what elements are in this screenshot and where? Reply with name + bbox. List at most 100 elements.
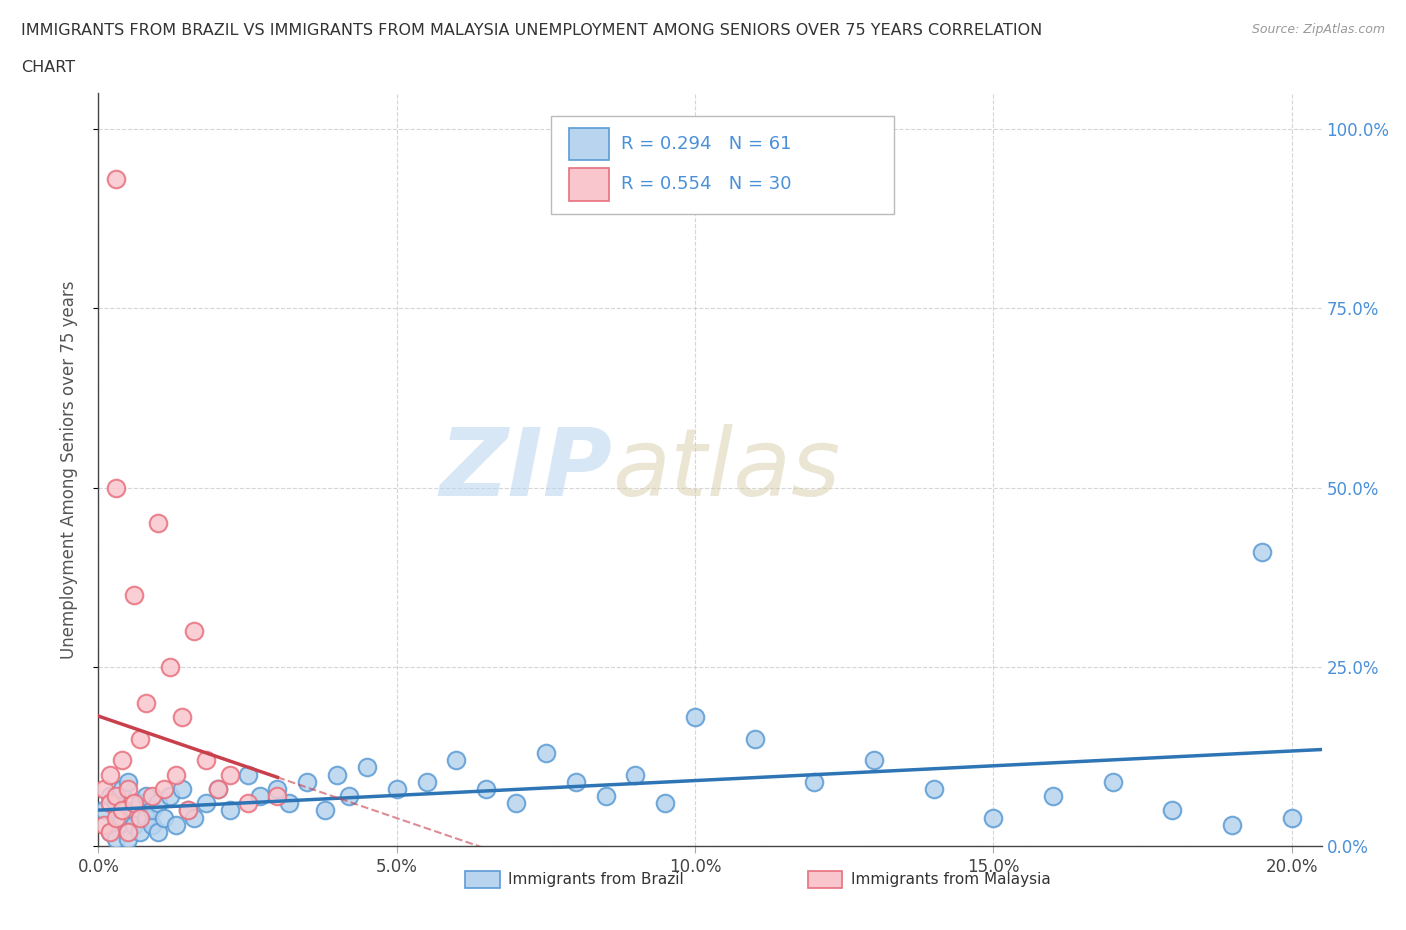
Point: [177, 803, 200, 817]
Text: Immigrants from Brazil: Immigrants from Brazil: [508, 872, 683, 887]
Point: [105, 172, 128, 187]
Point: [534, 746, 557, 761]
Point: [863, 752, 886, 767]
Point: [117, 825, 139, 840]
Point: [98, 796, 121, 811]
Point: [141, 789, 163, 804]
Point: [129, 825, 152, 840]
Point: [278, 796, 301, 811]
Point: [159, 789, 181, 804]
Point: [922, 781, 945, 796]
Text: Source: ZipAtlas.com: Source: ZipAtlas.com: [1251, 23, 1385, 36]
Point: [266, 789, 288, 804]
Point: [122, 588, 145, 603]
Point: [135, 789, 157, 804]
Point: [385, 781, 408, 796]
Text: R = 0.294   N = 61: R = 0.294 N = 61: [620, 135, 792, 153]
Point: [146, 516, 169, 531]
Point: [183, 624, 205, 639]
FancyBboxPatch shape: [808, 871, 842, 888]
Text: atlas: atlas: [612, 424, 841, 515]
Point: [624, 767, 647, 782]
Point: [105, 831, 128, 846]
Point: [446, 752, 468, 767]
Point: [105, 817, 128, 832]
Point: [135, 810, 157, 825]
Point: [565, 775, 588, 790]
Point: [105, 789, 128, 804]
Point: [207, 781, 229, 796]
Point: [744, 731, 766, 746]
Point: [170, 781, 193, 796]
FancyBboxPatch shape: [569, 168, 609, 201]
Point: [122, 803, 145, 817]
Point: [153, 781, 176, 796]
Point: [117, 775, 139, 790]
Text: ZIP: ZIP: [439, 424, 612, 515]
Y-axis label: Unemployment Among Seniors over 75 years: Unemployment Among Seniors over 75 years: [59, 281, 77, 658]
Point: [183, 810, 205, 825]
Point: [122, 817, 145, 832]
FancyBboxPatch shape: [465, 871, 499, 888]
Point: [98, 767, 121, 782]
Point: [122, 796, 145, 811]
Point: [595, 789, 617, 804]
Point: [141, 803, 163, 817]
Point: [165, 817, 187, 832]
Point: [1161, 803, 1184, 817]
Point: [146, 825, 169, 840]
Text: Immigrants from Malaysia: Immigrants from Malaysia: [851, 872, 1050, 887]
Point: [1251, 545, 1274, 560]
Point: [105, 796, 128, 811]
Point: [159, 659, 181, 674]
Point: [266, 781, 288, 796]
Point: [111, 810, 134, 825]
Point: [803, 775, 825, 790]
Point: [207, 781, 229, 796]
Point: [98, 825, 121, 840]
Point: [105, 810, 128, 825]
Point: [105, 480, 128, 495]
Point: [153, 810, 176, 825]
Point: [337, 789, 360, 804]
Point: [111, 752, 134, 767]
Point: [683, 710, 706, 724]
Point: [505, 796, 527, 811]
Point: [135, 696, 157, 711]
Point: [177, 803, 200, 817]
Point: [297, 775, 319, 790]
Text: IMMIGRANTS FROM BRAZIL VS IMMIGRANTS FROM MALAYSIA UNEMPLOYMENT AMONG SENIORS OV: IMMIGRANTS FROM BRAZIL VS IMMIGRANTS FRO…: [21, 23, 1042, 38]
Point: [236, 767, 259, 782]
Point: [170, 710, 193, 724]
Point: [111, 803, 134, 817]
Point: [326, 767, 349, 782]
Point: [129, 796, 152, 811]
Text: CHART: CHART: [21, 60, 75, 75]
Point: [117, 781, 139, 796]
Point: [218, 767, 240, 782]
Point: [356, 760, 378, 775]
Point: [129, 810, 152, 825]
Point: [111, 781, 134, 796]
Point: [654, 796, 676, 811]
Point: [194, 752, 217, 767]
Point: [146, 796, 169, 811]
Point: [93, 817, 115, 832]
Point: [415, 775, 437, 790]
Point: [194, 796, 217, 811]
Point: [117, 831, 139, 846]
Point: [218, 803, 240, 817]
Point: [129, 731, 152, 746]
Point: [165, 767, 187, 782]
Point: [249, 789, 271, 804]
Point: [236, 796, 259, 811]
Point: [98, 789, 121, 804]
Point: [98, 825, 121, 840]
Point: [93, 803, 115, 817]
Point: [1101, 775, 1123, 790]
Point: [314, 803, 336, 817]
Point: [141, 817, 163, 832]
Point: [117, 825, 139, 840]
Text: R = 0.554   N = 30: R = 0.554 N = 30: [620, 176, 792, 193]
Point: [1220, 817, 1243, 832]
